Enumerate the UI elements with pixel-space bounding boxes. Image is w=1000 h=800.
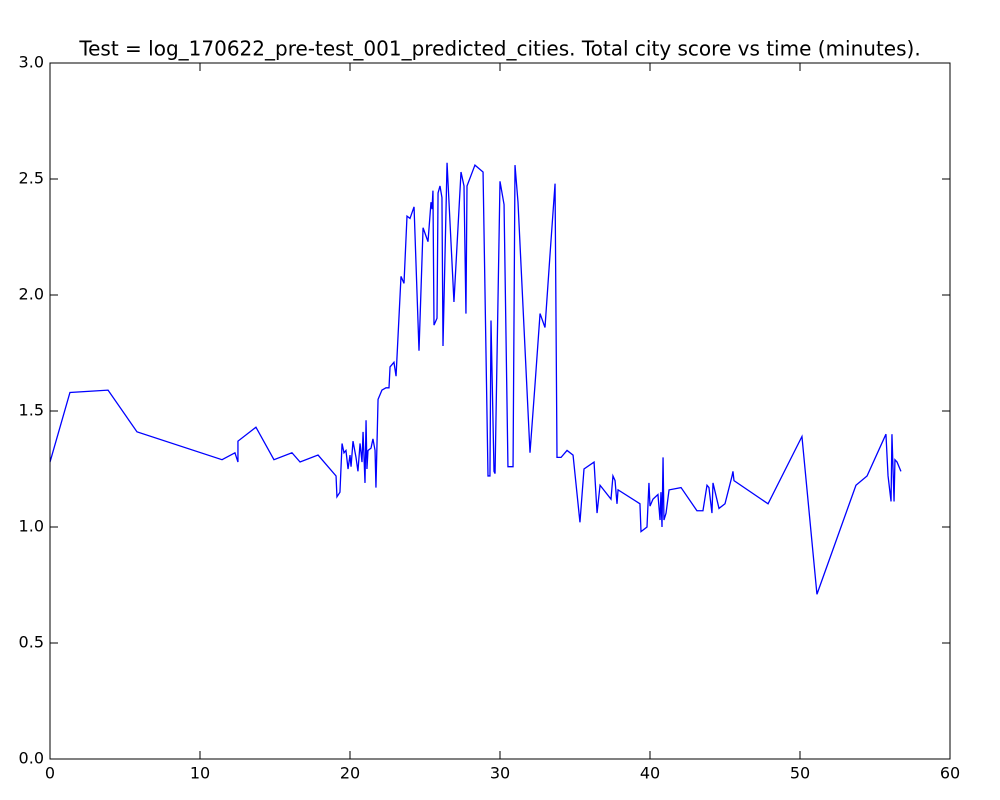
plot-frame bbox=[49, 62, 951, 760]
x-tick-label: 40 bbox=[640, 764, 660, 783]
y-tick-label: 3.0 bbox=[19, 53, 44, 72]
x-tick-label: 10 bbox=[190, 764, 210, 783]
y-tick-label: 2.5 bbox=[19, 169, 44, 188]
x-tick-label: 20 bbox=[340, 764, 360, 783]
chart-title: Test = log_170622_pre-test_001_predicted… bbox=[78, 37, 920, 61]
y-tick-label: 1.5 bbox=[19, 401, 44, 420]
y-tick-label: 0.5 bbox=[19, 633, 44, 652]
y-tick-label: 1.0 bbox=[19, 517, 44, 536]
x-tick-label: 30 bbox=[490, 764, 510, 783]
x-tick-label: 50 bbox=[790, 764, 810, 783]
data-line bbox=[49, 162, 902, 595]
y-tick-label: 0.0 bbox=[19, 749, 44, 768]
x-tick-label: 0 bbox=[45, 764, 55, 783]
y-tick-label: 2.0 bbox=[19, 285, 44, 304]
x-tick-label: 60 bbox=[940, 764, 960, 783]
